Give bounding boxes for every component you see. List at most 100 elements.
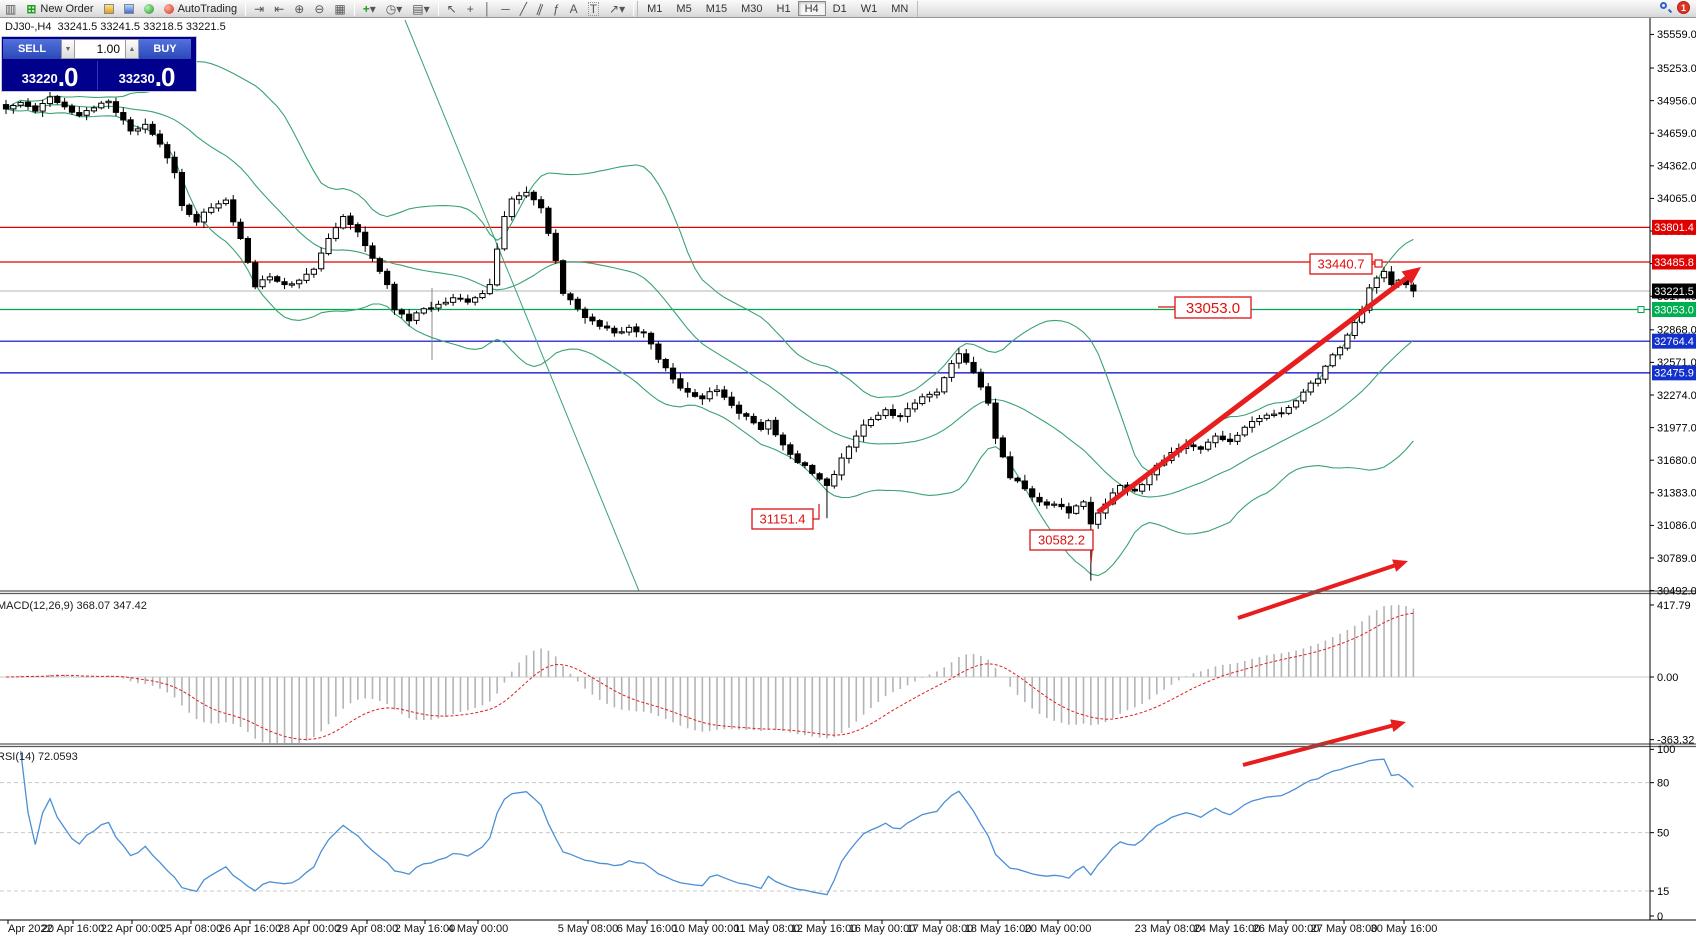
price-badge-label: 33053.0 <box>1654 304 1694 316</box>
symbol-info: DJ30-,H4 33241.5 33241.5 33218.5 33221.5 <box>5 21 232 33</box>
candle-body <box>603 325 611 329</box>
candle-body <box>450 297 457 303</box>
macd-signal-line <box>5 612 1414 741</box>
text-label-icon: T <box>587 1 600 16</box>
tf-mn[interactable]: MN <box>891 3 909 15</box>
candle-body <box>120 112 127 121</box>
new-order-icon: ⊞ <box>26 1 37 16</box>
tile-windows-button[interactable]: ▦ <box>330 1 349 17</box>
volume-decrease-button[interactable]: ▼ <box>61 39 75 59</box>
candle-body <box>992 402 999 439</box>
zoom-in-icon: ⊕ <box>294 1 305 16</box>
indicators-menu-button[interactable]: + ▾ <box>359 1 380 17</box>
crosshair-tool[interactable]: + <box>463 1 478 17</box>
trend-arrow <box>1096 272 1413 514</box>
autotrading-button[interactable]: AutoTrading <box>160 1 242 17</box>
candle-body <box>691 392 699 397</box>
zoom-in-button[interactable]: ⊕ <box>290 1 308 17</box>
trendline-tool[interactable]: ╱ <box>516 1 531 17</box>
tf-w1[interactable]: W1 <box>860 3 878 15</box>
search-icon[interactable] <box>1660 2 1673 14</box>
candle-body <box>1190 444 1197 448</box>
tf-m5[interactable]: M5 <box>676 3 692 15</box>
candle-body <box>713 389 721 392</box>
candle-body <box>1197 446 1204 450</box>
time-label: 26 Apr 16:00 <box>218 923 282 935</box>
new-order-button[interactable]: ⊞ New Order <box>22 1 97 17</box>
marketwatch-button[interactable] <box>100 1 118 17</box>
tf-m15[interactable]: M15 <box>705 3 728 15</box>
sell-price[interactable]: 33220.0 <box>2 61 98 90</box>
order-panel-prices: 33220.0 33230.0 <box>2 61 196 90</box>
horizontal-line-tool[interactable]: ─ <box>497 1 514 17</box>
candle-body <box>76 112 83 117</box>
candle-body <box>1314 378 1322 384</box>
candle-body <box>1300 391 1307 402</box>
vertical-line-tool[interactable]: │ <box>480 1 496 17</box>
time-label: 29 Apr 08:00 <box>335 923 399 935</box>
panel-splitter[interactable] <box>0 590 1696 595</box>
buy-price[interactable]: 33230.0 <box>98 61 195 90</box>
symbol-period: DJ30-,H4 <box>5 21 52 33</box>
axis-tick-label: 0 <box>1657 911 1663 923</box>
candle-body <box>1373 277 1380 288</box>
toolbar: ▥ ⊞ New Order AutoTrading ⇥ ⇤ ⊕ ⊖ ▦ + ▾ … <box>0 0 1696 18</box>
zoom-out-button[interactable]: ⊖ <box>310 1 328 17</box>
chart-shift-icon: ⇤ <box>274 1 285 16</box>
panel-splitter[interactable] <box>0 743 1696 748</box>
price-badge-label: 32475.9 <box>1654 368 1694 380</box>
candle-body <box>259 279 266 288</box>
window-icon[interactable]: ▥ <box>5 1 17 16</box>
sell-button[interactable]: SELL <box>3 39 61 59</box>
text-label-tool[interactable]: T <box>584 1 603 17</box>
candle-body <box>772 419 779 436</box>
volume-increase-button[interactable]: ▲ <box>125 39 139 59</box>
tf-m1[interactable]: M1 <box>647 3 663 15</box>
candle-body <box>127 119 134 132</box>
tf-h1[interactable]: H1 <box>776 3 791 15</box>
crosshair-icon: + <box>466 1 474 16</box>
annotation-connector <box>813 504 820 520</box>
candle-body <box>1249 421 1256 428</box>
tf-h4[interactable]: H4 <box>797 1 826 16</box>
notifications-icon[interactable]: 1 <box>1677 1 1690 14</box>
time-axis[interactable]: Apr 2022 20 Apr 16:00 22 Apr 00:00 25 Apr 0… <box>0 921 1696 937</box>
channel-tool[interactable]: ∥ <box>533 1 547 17</box>
axis-tick-label: 31977.0 <box>1657 422 1696 434</box>
candle-body <box>178 172 186 207</box>
candle-body <box>354 224 361 233</box>
trend-arrow-head <box>1390 719 1406 732</box>
arrows-tool[interactable]: ↗ ▾ <box>605 1 629 17</box>
volume-input[interactable]: 1.00 <box>75 39 125 59</box>
axis-tick-label: 30492.0 <box>1657 585 1696 597</box>
tf-d1[interactable]: D1 <box>832 3 847 15</box>
candle-body <box>98 102 105 109</box>
candle-body <box>706 391 713 400</box>
candle-body <box>889 409 897 416</box>
chart-area[interactable]: 33053.0 33440.7 31151.4 30582.2 35559.0 35253… <box>0 18 1696 937</box>
periods-menu-button[interactable]: ◷ ▾ <box>382 1 407 17</box>
order-panel-controls: SELL ▼ 1.00 ▲ BUY <box>2 39 196 59</box>
tf-m30[interactable]: M30 <box>741 3 763 15</box>
text-tool[interactable]: A <box>566 1 582 17</box>
navigator-button[interactable] <box>140 1 158 17</box>
toolbar-right: 1 <box>1660 1 1690 14</box>
candle-body <box>948 363 955 378</box>
candle-body <box>274 276 281 282</box>
candle-body <box>435 303 442 309</box>
candle-body <box>516 195 523 200</box>
chart-shift-button[interactable]: ⇤ <box>270 1 288 17</box>
cursor-tool[interactable]: ↖ <box>443 1 461 17</box>
chart-canvas[interactable]: 33053.0 33440.7 31151.4 30582.2 35559.0 35253… <box>0 18 1696 937</box>
buy-button[interactable]: BUY <box>139 39 191 59</box>
candle-body <box>479 293 486 299</box>
candle-body <box>171 156 178 174</box>
templates-menu-button[interactable]: ▤ ▾ <box>408 1 433 17</box>
candle-body <box>552 232 559 261</box>
candle-body <box>1307 382 1314 393</box>
data-window-button[interactable] <box>120 1 138 17</box>
autoscroll-button[interactable]: ⇥ <box>250 1 268 17</box>
axis-tick-label: -363.32 <box>1657 734 1694 746</box>
macd-indicator-label: MACD(12,26,9) 368.07 347.42 <box>0 600 147 612</box>
fibonacci-tool[interactable]: ƒ <box>549 1 564 17</box>
